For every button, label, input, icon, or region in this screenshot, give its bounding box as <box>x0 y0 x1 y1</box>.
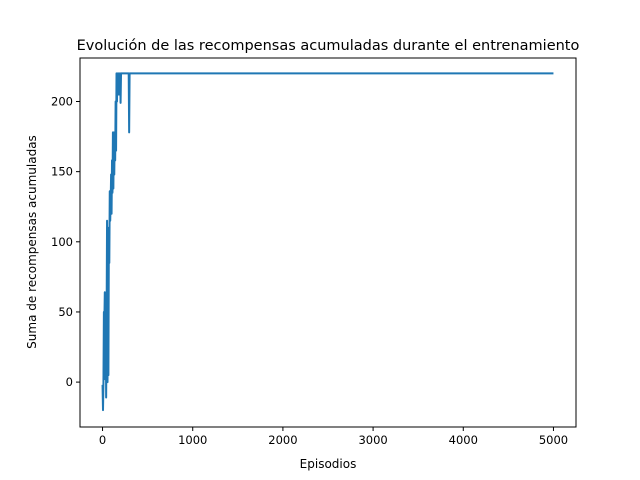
x-axis-label: Episodios <box>300 457 357 471</box>
y-axis-ticks: 0 50 100 150 200 <box>51 94 80 389</box>
y-tick-label: 0 <box>66 375 73 389</box>
y-tick-label: 150 <box>51 165 73 179</box>
series-line <box>101 72 554 412</box>
x-tick-label: 0 <box>99 433 106 447</box>
x-tick-label: 2000 <box>268 433 297 447</box>
x-tick-label: 3000 <box>358 433 387 447</box>
x-tick-label: 5000 <box>539 433 568 447</box>
chart-title: Evolución de las recompensas acumuladas … <box>77 38 580 54</box>
y-tick-label: 50 <box>58 305 73 319</box>
x-tick-label: 4000 <box>449 433 478 447</box>
y-tick-label: 200 <box>51 94 73 108</box>
y-axis-label: Suma de recompensas acumuladas <box>25 135 39 349</box>
plot-area <box>101 72 554 412</box>
x-tick-label: 1000 <box>178 433 207 447</box>
y-tick-label: 100 <box>51 235 73 249</box>
axes-frame <box>79 57 577 428</box>
x-axis-ticks: 0 1000 2000 3000 4000 5000 <box>99 427 568 447</box>
